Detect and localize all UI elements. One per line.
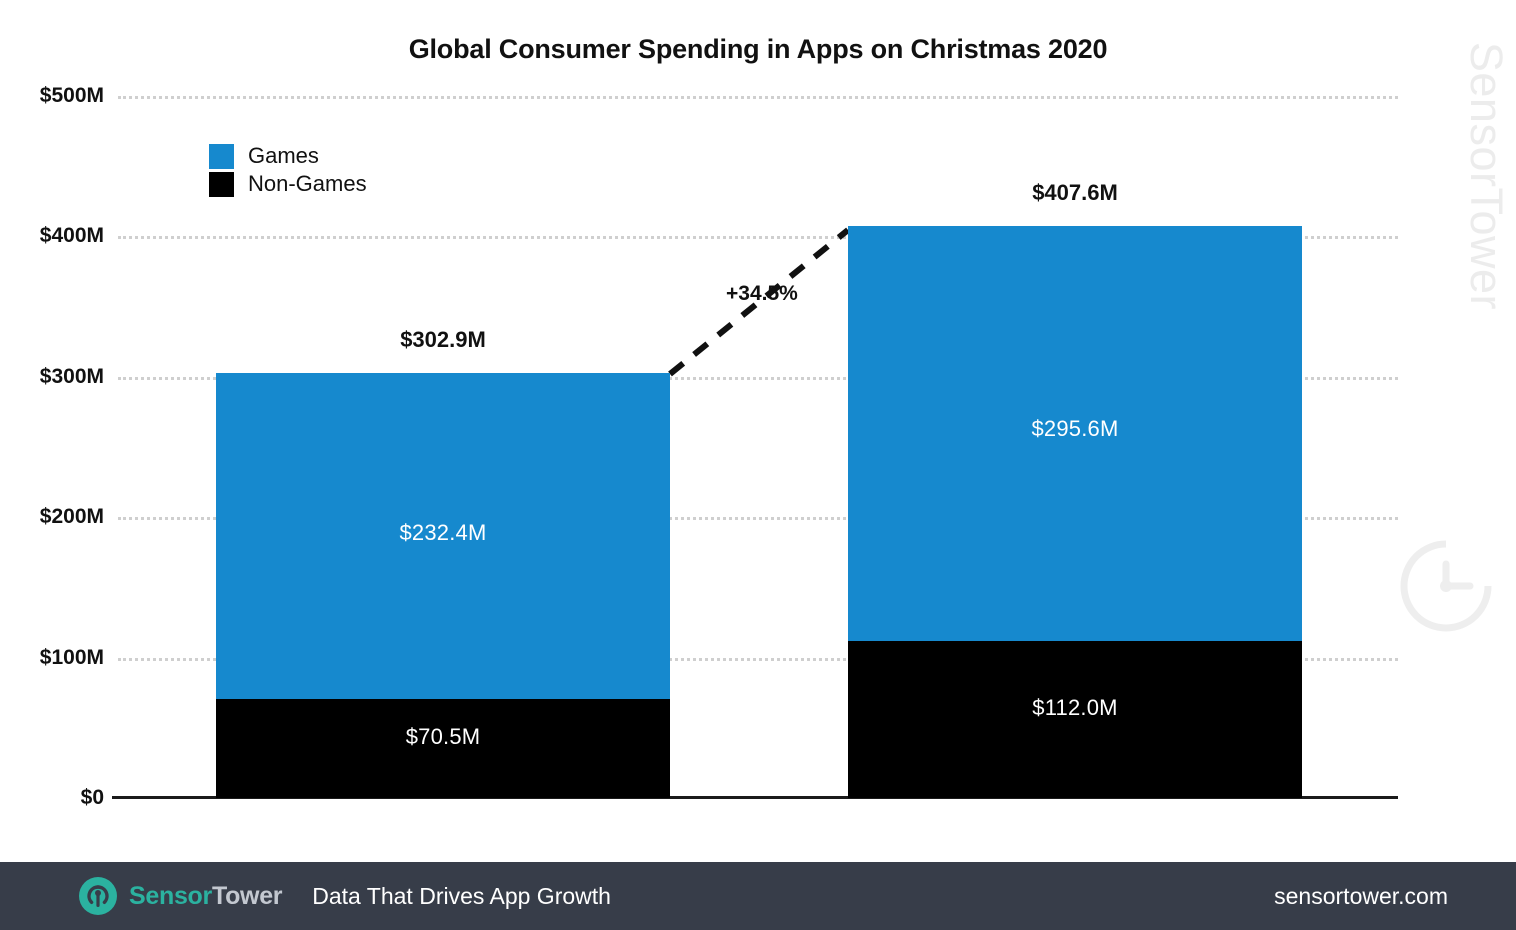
bar-group-2020[interactable]: $407.6M $295.6M $112.0M 2020 bbox=[848, 180, 1302, 798]
bar-segment-label-games-2019: $232.4M bbox=[399, 519, 487, 545]
y-tick-label-100: $100M bbox=[39, 645, 104, 669]
footer-brand-sensor: Sensor bbox=[129, 881, 212, 910]
x-axis-line bbox=[112, 796, 1398, 799]
gridline-200 bbox=[118, 517, 1398, 521]
legend: Games Non-Games bbox=[209, 142, 367, 198]
footer-brand-tower: Tower bbox=[211, 881, 283, 910]
legend-swatch-nongames-icon bbox=[209, 171, 234, 197]
y-axis: $500M $400M $300M $200M $100M $0 bbox=[0, 84, 104, 809]
chart-title: Global Consumer Spending in Apps on Chri… bbox=[408, 34, 1108, 64]
bar-segment-games-2020[interactable]: $295.6M bbox=[848, 225, 1302, 641]
footer-bar: SensorTower Data That Drives App Growth … bbox=[0, 862, 1516, 930]
watermark-logo-icon bbox=[1400, 540, 1492, 632]
y-tick-label-200: $200M bbox=[39, 505, 104, 529]
legend-swatch-games-icon bbox=[209, 143, 234, 169]
gridline-400 bbox=[118, 236, 1398, 240]
y-tick-label-500: $500M bbox=[39, 84, 104, 107]
bar-segment-nongames-2019[interactable]: $70.5M bbox=[216, 699, 670, 798]
bar-segment-label-nongames-2020: $112.0M bbox=[1032, 694, 1118, 720]
bar-total-label-2020: $407.6M bbox=[1032, 179, 1118, 205]
gridline-100 bbox=[118, 657, 1398, 661]
watermark: SensorTower bbox=[1390, 42, 1512, 636]
legend-item-games[interactable]: Games bbox=[209, 142, 367, 170]
footer-url[interactable]: sensortower.com bbox=[1274, 882, 1448, 909]
bar-segment-label-games-2020: $295.6M bbox=[1031, 415, 1119, 441]
bar-total-label-2019: $302.9M bbox=[400, 326, 486, 352]
footer-brand-wordmark: SensorTower bbox=[129, 881, 283, 911]
gridline-500 bbox=[118, 96, 1398, 99]
bar-segment-games-2019[interactable]: $232.4M bbox=[216, 372, 670, 699]
bar-group-2019[interactable]: $302.9M $232.4M $70.5M 2019 bbox=[216, 327, 670, 798]
footer-tagline: Data That Drives App Growth bbox=[312, 882, 611, 909]
sensortower-logo-icon bbox=[79, 877, 117, 915]
legend-label-games: Games bbox=[248, 143, 319, 168]
y-tick-label-300: $300M bbox=[39, 364, 104, 388]
legend-item-nongames[interactable]: Non-Games bbox=[209, 170, 367, 198]
plot-area: +34.5% $302.9M $232.4M $70.5M 2019 $407.… bbox=[112, 96, 1398, 799]
growth-trend-line bbox=[668, 227, 850, 377]
gridline-300 bbox=[118, 376, 1398, 380]
bar-segment-nongames-2020[interactable]: $112.0M bbox=[848, 640, 1302, 798]
legend-label-nongames: Non-Games bbox=[248, 171, 367, 196]
growth-percentage-label: +34.5% bbox=[726, 282, 798, 305]
y-tick-label-400: $400M bbox=[39, 224, 104, 248]
bar-segment-label-nongames-2019: $70.5M bbox=[405, 724, 481, 749]
footer-brand: SensorTower Data That Drives App Growth bbox=[78, 876, 611, 916]
y-tick-label-0: $0 bbox=[80, 786, 104, 809]
